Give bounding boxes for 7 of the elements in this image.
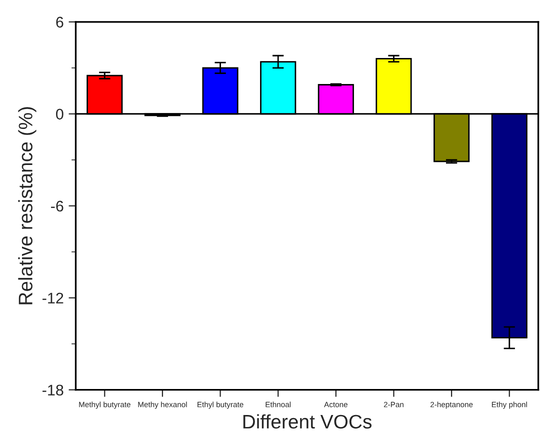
y-tick-label: 6: [56, 16, 64, 28]
y-tick-label: 0: [56, 108, 64, 120]
y-tick-label: -6: [51, 200, 64, 212]
y-tick-label: -18: [42, 384, 64, 396]
y-axis-title: Relative resistance (%): [18, 107, 36, 304]
x-axis-title: Different VOCs: [243, 414, 372, 429]
y-tick-label: -12: [42, 292, 64, 304]
